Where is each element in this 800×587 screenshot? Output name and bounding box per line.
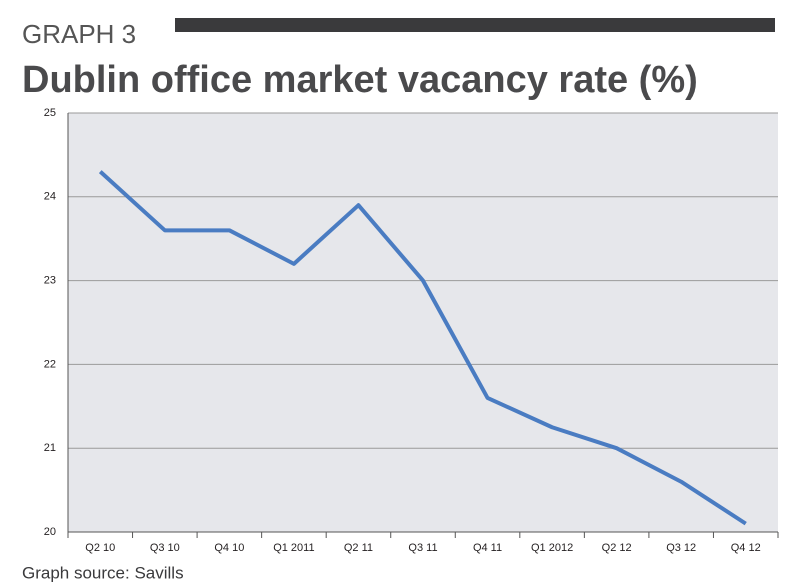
x-tick-label: Q1 2011 xyxy=(273,542,314,554)
header-bar xyxy=(175,18,775,32)
graph-label: GRAPH 3 xyxy=(22,19,136,49)
x-tick-label: Q2 11 xyxy=(344,542,373,554)
x-tick-label: Q1 2012 xyxy=(531,542,573,554)
x-tick-label: Q2 10 xyxy=(85,542,115,554)
plot-area xyxy=(68,113,778,532)
x-tick-label: Q3 12 xyxy=(666,542,696,554)
source: Graph source: Savills xyxy=(22,563,184,582)
x-tick-label: Q3 10 xyxy=(150,542,180,554)
y-tick-label: 20 xyxy=(44,526,56,538)
x-tick-label: Q4 10 xyxy=(214,542,244,554)
data-line xyxy=(98,170,747,526)
x-tick-label: Q4 11 xyxy=(473,542,502,554)
y-tick-label: 25 xyxy=(44,107,56,119)
y-tick-label: 22 xyxy=(44,358,56,370)
x-tick-label: Q2 12 xyxy=(602,542,632,554)
chart-title: Dublin office market vacancy rate (%) xyxy=(22,59,698,101)
y-tick-label: 21 xyxy=(44,442,56,454)
y-tick-label: 23 xyxy=(44,275,56,287)
x-tick-label: Q4 12 xyxy=(731,542,761,554)
y-tick-label: 24 xyxy=(44,191,56,203)
x-tick-label: Q3 11 xyxy=(408,542,437,554)
